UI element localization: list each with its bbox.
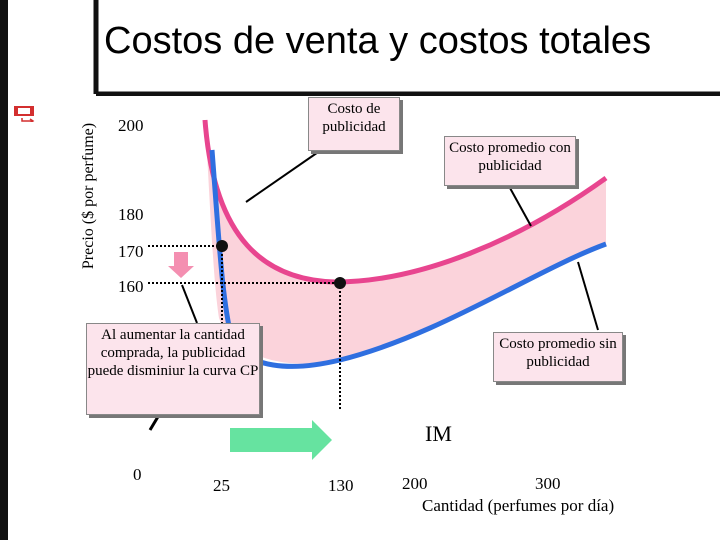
leader-con-publicidad: [509, 187, 532, 227]
callout-con-publicidad: Costo promedio con publicidad: [444, 136, 576, 186]
x-tick-label: 300: [535, 474, 561, 493]
y-tick-label: 200: [118, 116, 144, 135]
callout-nota: Al aumentar la cantidad comprada, la pub…: [86, 323, 260, 415]
x-tick-label: 130: [328, 476, 354, 495]
x-tick-label: 25: [213, 476, 230, 495]
page-title: Costos de venta y costos totales: [104, 20, 652, 62]
side-bar: [0, 96, 8, 540]
leader-sin-publicidad: [577, 261, 599, 331]
series-line-sin-publicidad: [209, 149, 607, 369]
callout-sin-publicidad: Costo promedio sin publicidad: [493, 332, 623, 382]
arrow-up-shape: [168, 252, 194, 278]
back-arrow-icon[interactable]: [12, 104, 38, 122]
arrow-right-shape: [230, 420, 332, 460]
x-axis-label: Cantidad (perfumes por día): [422, 496, 615, 515]
y-tick-label: 170: [118, 242, 144, 261]
y-tick-label: 160: [118, 277, 144, 296]
callout-costo-publicidad: Costo de publicidad: [308, 97, 400, 151]
leader-nota: [181, 284, 198, 324]
x-tick-label: 200: [402, 474, 428, 493]
im-label: IM: [425, 421, 452, 446]
title-frame: [0, 0, 720, 96]
y-tick-label: 180: [118, 205, 144, 224]
leader-costo-publicidad: [245, 147, 325, 203]
point-25-170: [216, 240, 228, 252]
advertising-cost-area: [205, 120, 606, 364]
point-130-160: [334, 277, 346, 289]
x-tick-label: 0: [133, 465, 142, 484]
y-axis-label: Precio ($ por perfume): [80, 122, 97, 270]
